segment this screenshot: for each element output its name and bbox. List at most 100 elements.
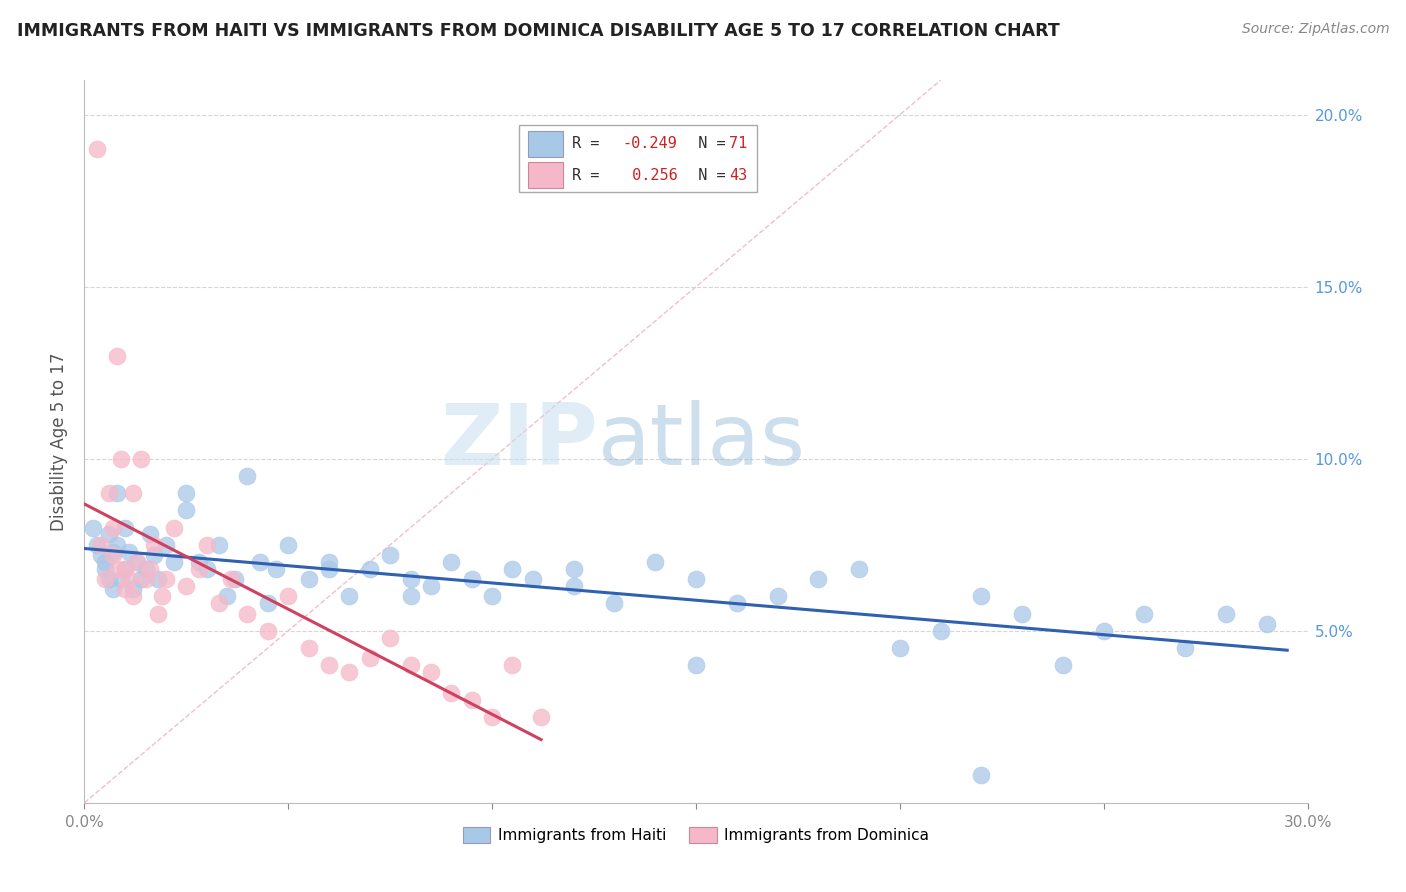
Point <box>339 665 361 679</box>
Point <box>603 596 626 610</box>
Point <box>195 562 218 576</box>
Text: IMMIGRANTS FROM HAITI VS IMMIGRANTS FROM DOMINICA DISABILITY AGE 5 TO 17 CORRELA: IMMIGRANTS FROM HAITI VS IMMIGRANTS FROM… <box>17 22 1060 40</box>
Point <box>522 572 544 586</box>
Point <box>97 527 120 541</box>
Point <box>380 631 402 645</box>
Point <box>249 555 271 569</box>
Point <box>101 520 124 534</box>
Point <box>155 572 177 586</box>
Point <box>163 555 186 569</box>
Point <box>174 503 197 517</box>
Point <box>114 562 136 576</box>
Point <box>97 486 120 500</box>
Text: 43: 43 <box>728 168 747 183</box>
Text: N =: N = <box>681 168 735 183</box>
Point <box>461 572 484 586</box>
Point <box>562 562 585 576</box>
Point <box>380 548 402 562</box>
Point <box>1011 607 1033 621</box>
Point <box>187 555 209 569</box>
Point <box>685 572 707 586</box>
Point <box>399 658 422 673</box>
Legend: Immigrants from Haiti, Immigrants from Dominica: Immigrants from Haiti, Immigrants from D… <box>457 821 935 849</box>
Point <box>146 572 169 586</box>
Point <box>236 607 259 621</box>
Point <box>318 658 340 673</box>
Point <box>118 572 141 586</box>
FancyBboxPatch shape <box>519 125 758 193</box>
Point <box>93 572 115 586</box>
Point <box>174 486 197 500</box>
Bar <box>529 131 562 157</box>
Point <box>339 590 361 604</box>
Point <box>127 555 149 569</box>
Point <box>150 590 173 604</box>
Point <box>318 555 340 569</box>
Point <box>195 538 218 552</box>
Point <box>264 562 287 576</box>
Point <box>122 582 145 597</box>
Point <box>420 579 443 593</box>
Y-axis label: Disability Age 5 to 17: Disability Age 5 to 17 <box>51 352 69 531</box>
Point <box>224 572 246 586</box>
Point <box>131 572 153 586</box>
Point <box>187 562 209 576</box>
Text: 0.256: 0.256 <box>623 168 678 183</box>
Point <box>217 590 239 604</box>
Point <box>236 469 259 483</box>
Point <box>1092 624 1115 638</box>
Point <box>277 590 299 604</box>
Point <box>1256 616 1278 631</box>
Point <box>135 562 157 576</box>
Text: R =: R = <box>572 136 609 152</box>
Point <box>163 520 186 534</box>
Point <box>848 562 870 576</box>
Point <box>208 596 231 610</box>
Point <box>970 590 993 604</box>
Point <box>90 538 112 552</box>
Text: 71: 71 <box>728 136 747 152</box>
Point <box>131 451 153 466</box>
Point <box>562 579 585 593</box>
Point <box>138 562 160 576</box>
Point <box>135 572 157 586</box>
Point <box>481 710 503 724</box>
Point <box>889 640 911 655</box>
Text: Source: ZipAtlas.com: Source: ZipAtlas.com <box>1241 22 1389 37</box>
Point <box>97 572 120 586</box>
Point <box>122 590 145 604</box>
Point <box>105 538 128 552</box>
Point <box>105 486 128 500</box>
Point <box>82 520 104 534</box>
Point <box>440 686 463 700</box>
Point <box>127 555 149 569</box>
Point <box>105 562 128 576</box>
Point <box>219 572 242 586</box>
Point <box>105 349 128 363</box>
Point <box>208 538 231 552</box>
Point <box>114 520 136 534</box>
Point <box>461 692 484 706</box>
Point <box>101 582 124 597</box>
Point <box>359 562 381 576</box>
Point <box>174 579 197 593</box>
Text: -0.249: -0.249 <box>623 136 678 152</box>
Point <box>90 548 112 562</box>
Point <box>155 538 177 552</box>
Point <box>440 555 463 569</box>
Text: atlas: atlas <box>598 400 806 483</box>
Point <box>399 590 422 604</box>
Point <box>93 555 115 569</box>
Point <box>929 624 952 638</box>
Point <box>1133 607 1156 621</box>
Point <box>481 590 503 604</box>
Point <box>685 658 707 673</box>
Point <box>420 665 443 679</box>
Point <box>502 562 524 576</box>
Point <box>399 572 422 586</box>
Point <box>298 640 321 655</box>
Point <box>1052 658 1074 673</box>
Point <box>298 572 321 586</box>
Point <box>86 538 108 552</box>
Point <box>359 651 381 665</box>
